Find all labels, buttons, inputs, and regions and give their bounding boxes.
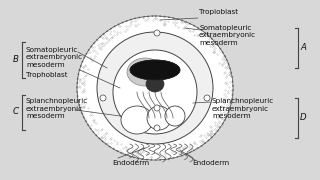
Ellipse shape — [147, 106, 171, 130]
Text: Endoderm: Endoderm — [192, 160, 229, 166]
Text: D: D — [300, 114, 307, 123]
Text: Tropioblast: Tropioblast — [199, 9, 238, 15]
Ellipse shape — [97, 32, 213, 144]
Ellipse shape — [127, 58, 163, 86]
Text: B: B — [13, 55, 19, 64]
Circle shape — [100, 95, 106, 101]
Ellipse shape — [146, 76, 164, 92]
Text: Somatopleuric
extraembryonic
mesoderm: Somatopleuric extraembryonic mesoderm — [26, 47, 83, 68]
Text: C: C — [13, 107, 19, 116]
Circle shape — [154, 30, 160, 36]
Circle shape — [154, 125, 160, 131]
Ellipse shape — [165, 106, 185, 126]
Ellipse shape — [130, 60, 180, 80]
Text: Endoderm: Endoderm — [112, 160, 149, 166]
Ellipse shape — [113, 50, 197, 134]
Text: Splanchnopleuric
extraembryonic
mesoderm: Splanchnopleuric extraembryonic mesoderm — [26, 98, 88, 119]
Text: Somatopleuric
extraembryonic
mesoderm: Somatopleuric extraembryonic mesoderm — [199, 25, 256, 46]
Circle shape — [204, 95, 210, 101]
Text: Splanchnopleuric
extraembryonic
mesoderm: Splanchnopleuric extraembryonic mesoderm — [212, 98, 274, 119]
Text: A: A — [300, 44, 306, 53]
Ellipse shape — [121, 106, 153, 134]
Ellipse shape — [77, 16, 233, 160]
Circle shape — [154, 105, 160, 111]
Text: Trophoblast: Trophoblast — [26, 72, 68, 78]
Ellipse shape — [130, 60, 180, 80]
